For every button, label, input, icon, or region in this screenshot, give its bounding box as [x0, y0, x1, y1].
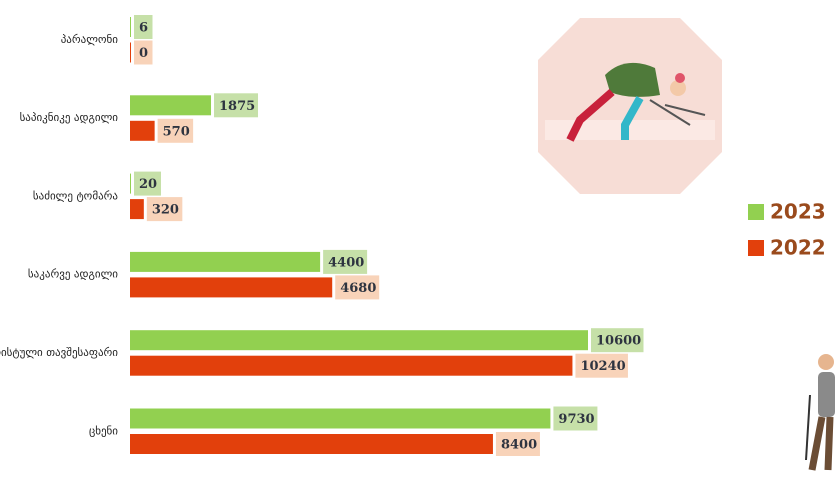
- legend-label: 2022: [770, 236, 826, 260]
- value-label: 20: [139, 177, 157, 192]
- value-label-background: [214, 93, 259, 118]
- bar: [130, 330, 588, 351]
- legend-swatch: [748, 240, 764, 256]
- category-label: საკარვე ადგილი: [28, 268, 118, 281]
- legend-label: 2023: [770, 200, 826, 224]
- value-label: 0: [139, 46, 148, 61]
- value-label-background: [157, 118, 194, 143]
- bar: [130, 173, 131, 194]
- bar: [130, 434, 493, 454]
- value-label: 10240: [580, 359, 625, 374]
- illustration: [538, 18, 722, 194]
- value-label: 570: [163, 124, 190, 139]
- bar: [130, 120, 155, 141]
- bar: [130, 408, 551, 429]
- value-label: 6: [139, 21, 148, 36]
- value-label-background: [134, 171, 161, 196]
- value-label: 4680: [340, 281, 376, 296]
- bar: [130, 17, 131, 37]
- value-label: 10600: [596, 334, 641, 349]
- category-label: ცხენი: [89, 424, 118, 437]
- value-label: 4400: [328, 255, 364, 270]
- value-label: 320: [152, 203, 179, 218]
- bar: [130, 251, 321, 272]
- bar: [130, 199, 144, 220]
- value-label-background: [575, 353, 628, 378]
- bar: [130, 95, 212, 116]
- category-label: საპიკნიკე ადგილი: [20, 111, 119, 124]
- category-label: საძილე ტომარა: [33, 189, 118, 202]
- hiker-illustration: [805, 354, 835, 471]
- value-label-background: [134, 15, 153, 39]
- value-label-background: [495, 432, 540, 456]
- value-label-background: [553, 406, 598, 431]
- legend-swatch: [748, 204, 764, 220]
- value-label: 8400: [501, 438, 537, 453]
- category-label: პარალონი: [61, 33, 119, 46]
- bar: [130, 355, 573, 376]
- value-label-background: [591, 328, 644, 353]
- value-label: 9730: [558, 412, 594, 427]
- value-label-background: [146, 197, 183, 222]
- value-label-background: [323, 249, 368, 274]
- value-label: 1875: [219, 99, 255, 114]
- category-label: ტურისტული თავშესაფარი: [0, 346, 118, 359]
- bar: [130, 42, 131, 63]
- value-label-background: [335, 275, 380, 300]
- value-label-background: [134, 40, 153, 65]
- bar: [130, 277, 333, 298]
